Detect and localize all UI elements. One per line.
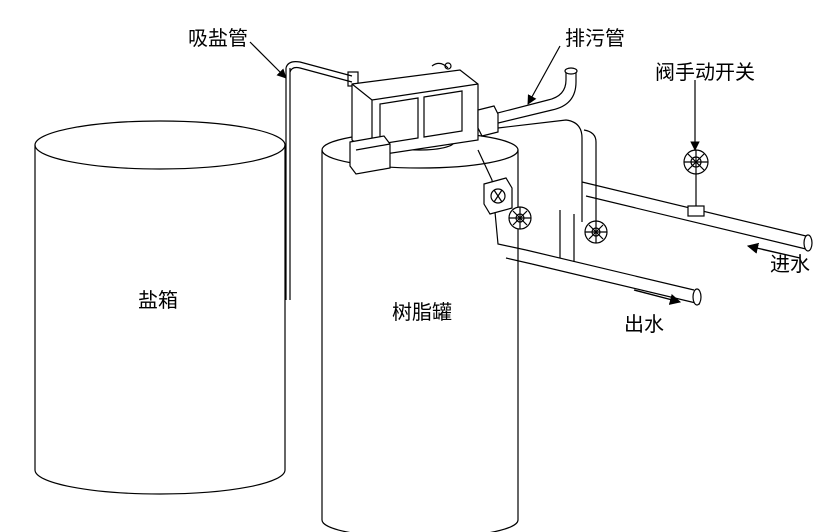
piping [478,120,812,305]
manual-valve-1 [684,150,708,216]
control-head [350,63,478,174]
label-brine-pipe: 吸盐管 [188,22,248,51]
label-resin-tank: 树脂罐 [392,296,452,325]
label-manual-valve: 阀手动开关 [655,56,755,85]
manual-valve-3 [509,207,531,229]
label-water-out: 出水 [624,308,664,337]
label-water-in: 进水 [770,248,810,277]
label-salt-tank: 盐箱 [138,284,178,313]
manual-valve-2 [585,221,607,243]
drain-pipe [478,68,577,136]
label-drain-pipe: 排污管 [565,22,625,51]
bypass-valve [484,178,512,214]
